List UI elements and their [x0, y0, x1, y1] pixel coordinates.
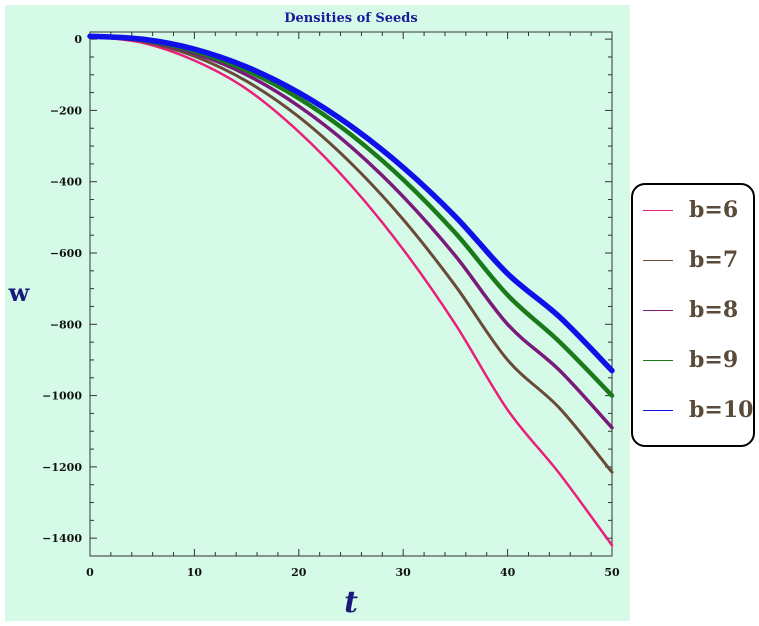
y-tick-label: −800	[50, 318, 83, 331]
series-layer	[87, 33, 615, 547]
x-tick-label: 30	[396, 566, 412, 579]
legend-swatch	[643, 259, 673, 261]
legend-item: b=6	[643, 195, 738, 225]
chart-title: Densities of Seeds	[284, 11, 417, 26]
x-tick-label: 10	[187, 566, 203, 579]
legend-swatch	[643, 409, 673, 411]
y-tick-label: −400	[50, 176, 83, 189]
legend-item: b=8	[643, 295, 738, 325]
legend-swatch	[643, 209, 673, 211]
plot-frame	[89, 31, 613, 557]
y-tick-label: −200	[50, 104, 83, 117]
legend-label: b=9	[689, 347, 739, 373]
y-tick-label: −1000	[42, 390, 82, 403]
y-tick-label: −1400	[42, 532, 82, 545]
chart-svg: Densities of Seeds 0 10 20 30 40 50 0 −200 −400 −…	[8, 11, 620, 620]
series-line-b-10	[87, 33, 615, 374]
axis-ticks: 0 10 20 30 40 50 0 −200 −400 −600 −800 −1000 −1200 −1…	[42, 32, 620, 579]
x-tick-label: 0	[86, 566, 94, 579]
legend-label: b=7	[689, 247, 739, 273]
y-tick-label: −600	[50, 247, 83, 260]
legend: b=6 b=7 b=8 b=9 b=10	[631, 183, 755, 447]
series-line-b-6	[88, 35, 614, 547]
legend-item: b=10	[643, 395, 753, 425]
series-line-b-8	[88, 34, 614, 430]
x-tick-label: 40	[500, 566, 516, 579]
legend-label: b=8	[689, 297, 739, 323]
y-tick-label: 0	[74, 33, 82, 46]
y-tick-label: −1200	[42, 461, 82, 474]
series-line-b-9	[87, 34, 615, 398]
x-axis-label: t	[344, 585, 358, 620]
x-tick-label: 50	[604, 566, 620, 579]
legend-label: b=10	[689, 397, 754, 423]
y-axis-label: w	[8, 278, 31, 307]
chart-panel: Densities of Seeds 0 10 20 30 40 50 0 −200 −400 −…	[5, 5, 630, 621]
legend-label: b=6	[689, 197, 739, 223]
legend-swatch	[643, 309, 673, 311]
legend-item: b=9	[643, 345, 738, 375]
legend-swatch	[643, 359, 673, 361]
x-tick-label: 20	[291, 566, 307, 579]
legend-item: b=7	[643, 245, 738, 275]
series-line-b-7	[88, 34, 614, 474]
